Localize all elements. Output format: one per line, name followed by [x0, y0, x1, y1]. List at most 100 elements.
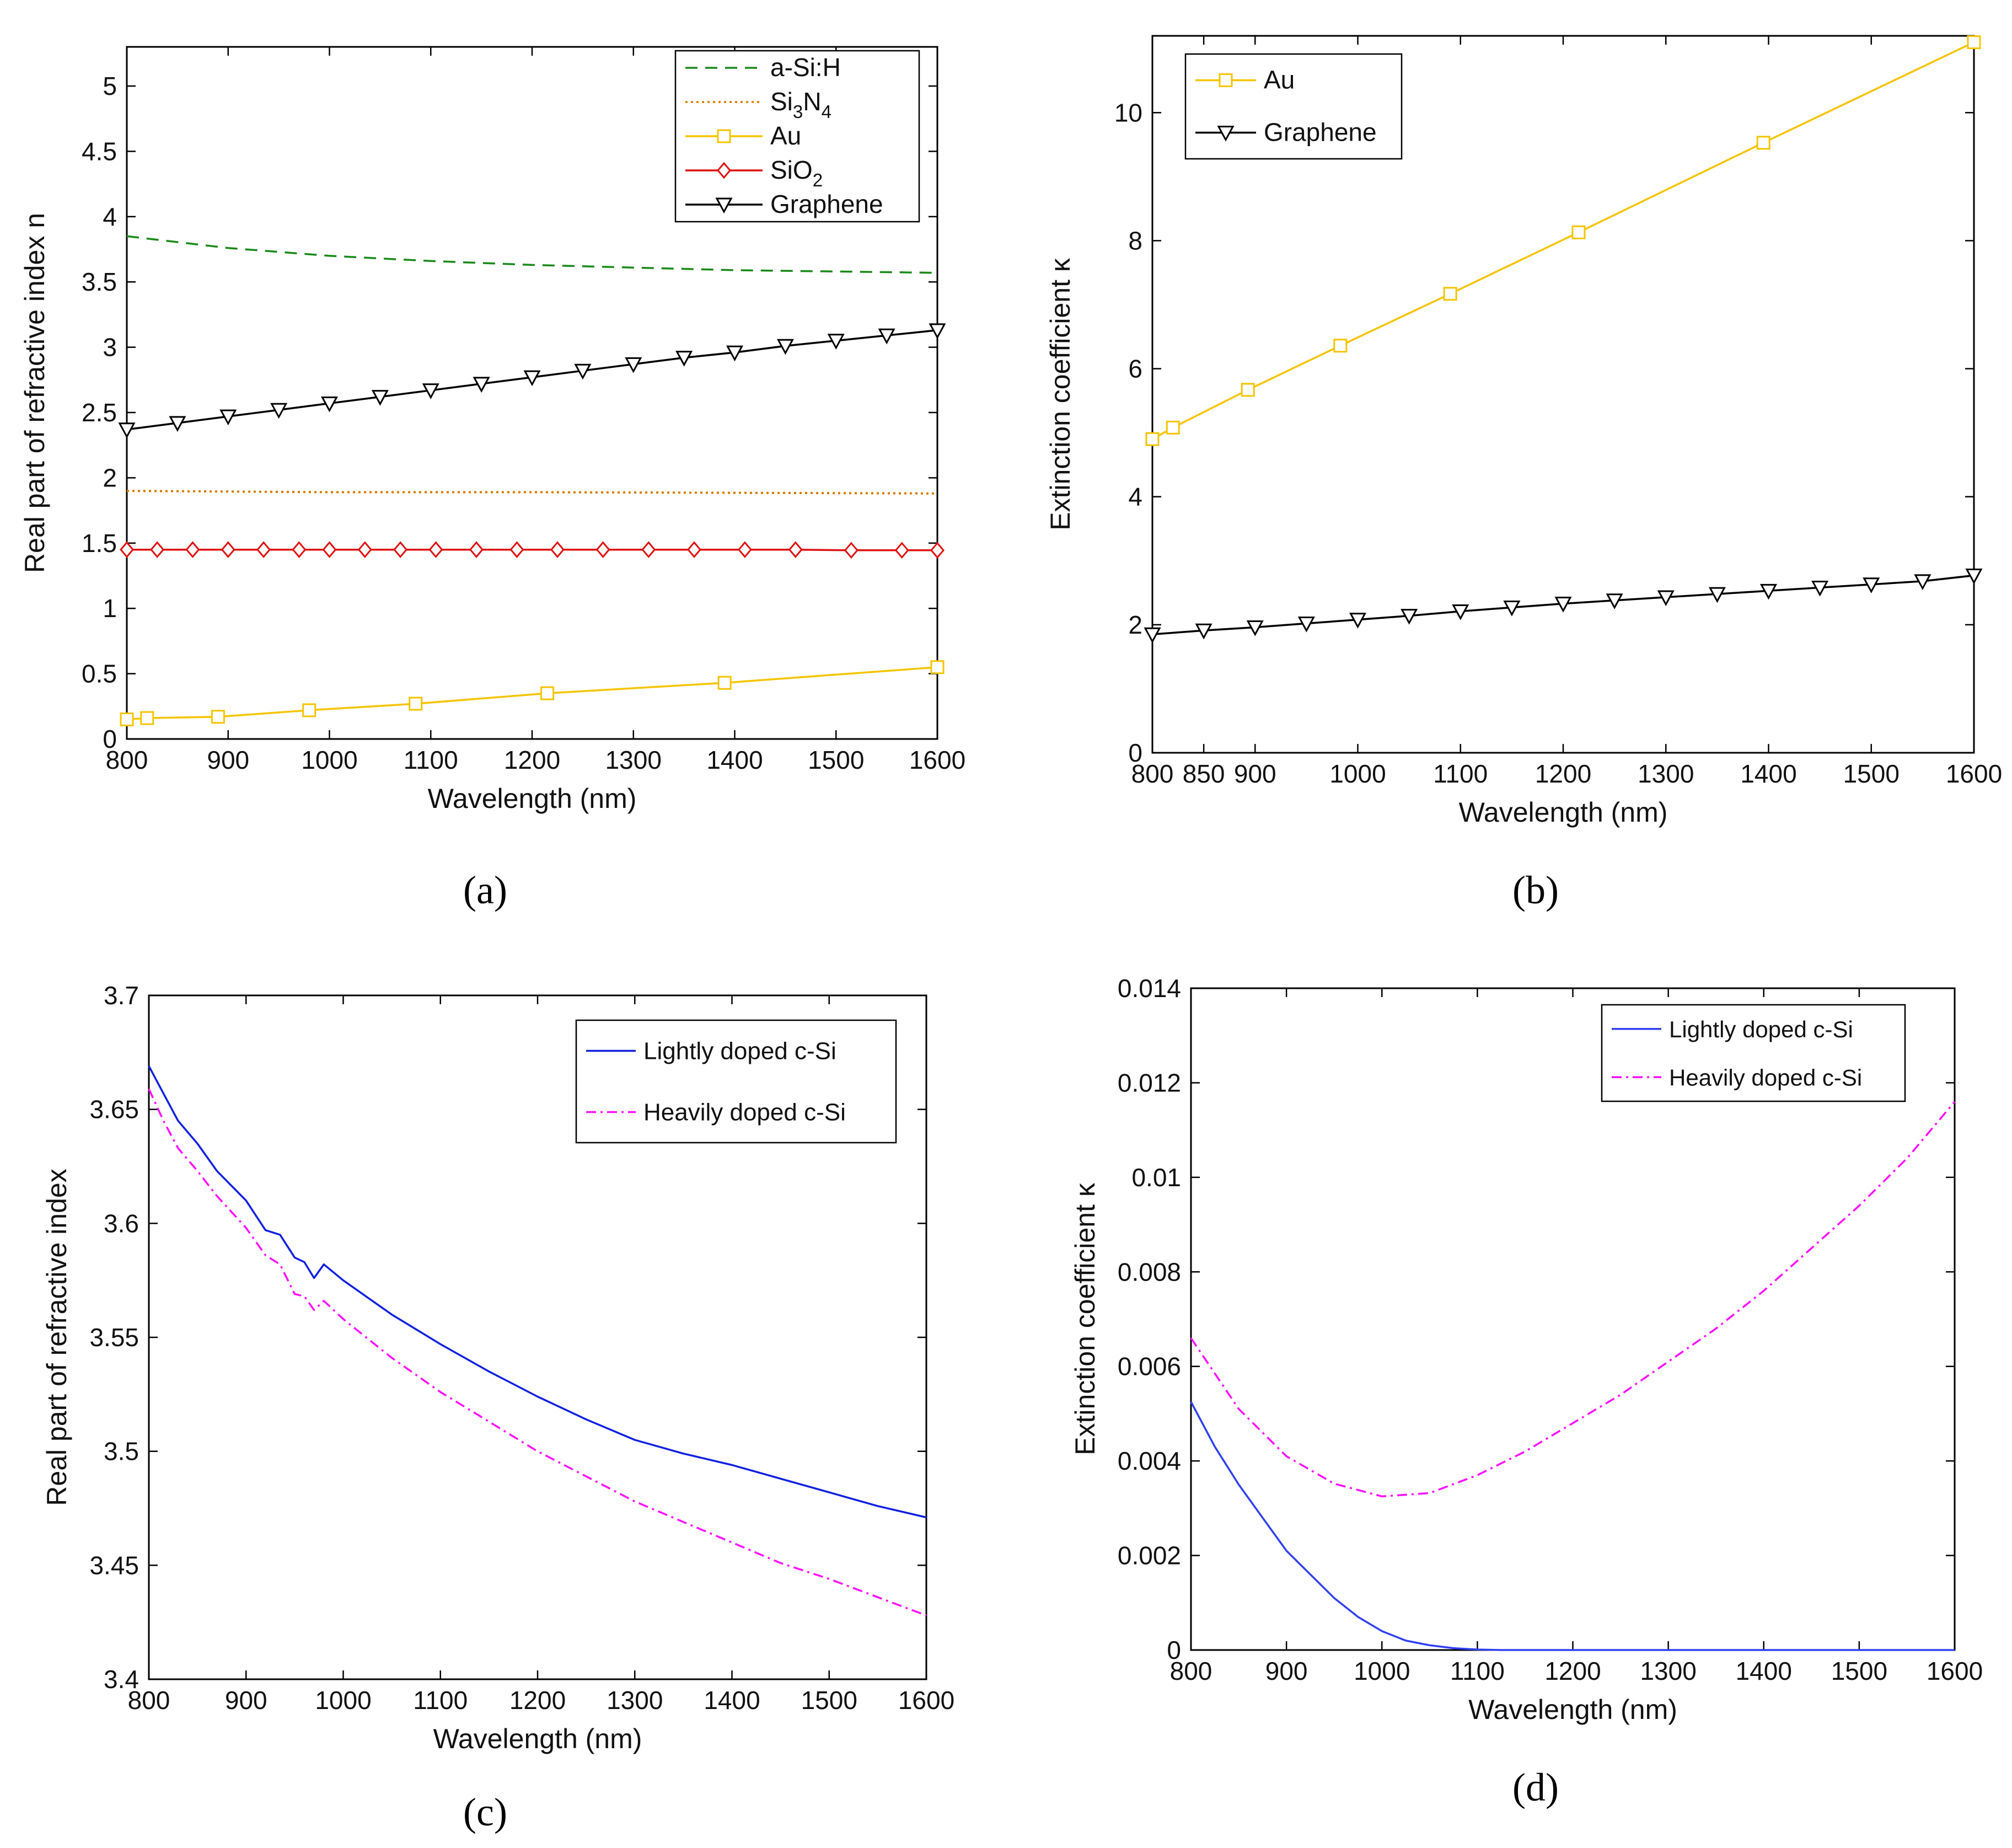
legend-box: [1184, 53, 1403, 160]
data-point-sio2: [322, 541, 337, 558]
data-point-sio2: [894, 542, 909, 559]
x-tick-label: 1000: [1354, 1657, 1410, 1685]
data-point-graphene: [1708, 587, 1726, 603]
y-tick-label: 3.7: [104, 981, 139, 1010]
y-tick-label: 8: [1128, 226, 1142, 255]
x-tick-label: 1600: [1927, 1657, 1983, 1685]
legend-label-lightly-doped-c-si: Lightly doped c-Si: [1669, 1016, 1853, 1042]
legend-marker-au: [1219, 73, 1233, 87]
data-point-graphene: [929, 323, 946, 339]
y-tick-label: 0: [103, 725, 117, 753]
x-tick-label: 1400: [1736, 1657, 1792, 1685]
data-point-sio2: [357, 541, 372, 558]
data-point-graphene: [1503, 601, 1521, 617]
series-sio2: [120, 541, 945, 559]
x-tick-label: 1100: [413, 1686, 468, 1715]
data-point-au: [1756, 136, 1770, 150]
chart-panel-4: 800 900 1000 1100 1200 1300 1400 1500 1600 0 0.002…: [1070, 974, 1983, 1809]
data-point-sio2: [737, 541, 752, 558]
data-point-au: [409, 697, 423, 711]
y-axis-label: Extinction coefficient κ: [1045, 258, 1076, 531]
y-tick-label: 3.4: [104, 1665, 139, 1694]
data-point-sio2: [550, 541, 565, 558]
x-tick-label: 1300: [1638, 759, 1694, 788]
x-axis-label: Wavelength (nm): [428, 783, 637, 814]
y-tick-label: 4.5: [82, 137, 117, 165]
data-point-graphene: [1349, 613, 1367, 629]
legend-label-au: Au: [770, 121, 801, 150]
data-point-graphene: [625, 357, 642, 373]
data-point-graphene: [878, 328, 895, 345]
series-a-si-h: [126, 235, 938, 274]
data-point-au: [1166, 420, 1180, 435]
series-lightly-doped-c-si: [1190, 1401, 1955, 1651]
y-axis-label: Real part of refractive index n: [19, 213, 50, 573]
data-point-graphene: [726, 345, 744, 362]
x-tick-label: 1000: [315, 1686, 371, 1715]
legend-label-a-si-h: a-Si:H: [770, 53, 841, 82]
data-point-sio2: [120, 541, 134, 558]
series-au: [1145, 35, 1981, 446]
y-tick-label: 1.5: [82, 529, 117, 558]
data-point-au: [1571, 225, 1586, 239]
series-line-heavily-doped-c-si: [1190, 1101, 1956, 1498]
legend-label-lightly-doped-c-si: Lightly doped c-Si: [643, 1038, 836, 1065]
data-point-sio2: [788, 541, 803, 558]
series-line-si3n4: [126, 490, 938, 495]
chart-panel-1: 800 900 1000 1100 1200 1300 1400 1500 1600 0 0.5 1 1…: [19, 46, 965, 912]
x-tick-label: 1200: [509, 1686, 566, 1715]
data-point-graphene: [169, 416, 186, 432]
x-tick-label: 1300: [1640, 1657, 1696, 1685]
y-tick-label: 5: [103, 72, 117, 100]
x-tick-label: 900: [225, 1686, 267, 1715]
x-tick-label: 1300: [605, 746, 662, 774]
x-tick-label: 1600: [909, 746, 965, 774]
y-tick-label: 10: [1114, 98, 1142, 127]
legend: Au Graphene: [1184, 53, 1403, 160]
x-tick-label: 800: [106, 746, 148, 774]
x-tick-label: 1100: [1450, 1657, 1505, 1685]
legend-marker-sio2: [717, 162, 731, 179]
data-point-graphene: [1863, 577, 1880, 593]
y-axis-label: Extinction coefficient κ: [1070, 1182, 1101, 1455]
series-heavily-doped-c-si: [1190, 1101, 1956, 1498]
data-point-graphene: [1195, 623, 1212, 640]
data-point-graphene: [1965, 568, 1983, 585]
data-point-graphene: [371, 390, 389, 406]
y-tick-label: 2: [103, 463, 117, 492]
legend: Lightly doped c-Si Heavily doped c-Si: [1601, 1004, 1906, 1102]
x-tick-label: 900: [1234, 759, 1276, 788]
x-tick-label: 1500: [1831, 1657, 1887, 1685]
y-tick-label: 3.45: [89, 1551, 139, 1579]
x-tick-label: 1100: [404, 746, 458, 774]
data-point-au: [1241, 383, 1255, 397]
panel-label: (b): [1512, 868, 1559, 912]
series-line-a-si-h: [126, 235, 938, 274]
data-point-sio2: [844, 542, 859, 559]
data-point-sio2: [509, 541, 524, 558]
data-point-graphene: [118, 422, 136, 438]
data-point-sio2: [185, 541, 200, 558]
data-point-au: [302, 703, 316, 717]
x-tick-label: 900: [1265, 1657, 1308, 1685]
x-tick-label: 1600: [898, 1686, 954, 1715]
y-tick-label: 3.5: [104, 1437, 139, 1466]
data-point-graphene: [574, 363, 592, 380]
x-tick-label: 1500: [801, 1686, 857, 1715]
panel-label: (c): [463, 1790, 507, 1834]
y-tick-label: 0.004: [1118, 1447, 1181, 1475]
data-point-sio2: [428, 541, 443, 558]
data-point-graphene: [1144, 627, 1161, 644]
data-point-graphene: [1554, 597, 1572, 613]
series-heavily-doped-c-si: [148, 1088, 927, 1616]
x-tick-label: 1500: [808, 746, 864, 774]
x-axis-label: Wavelength (nm): [1459, 797, 1668, 828]
x-tick-label: 1000: [301, 746, 357, 774]
data-point-graphene: [523, 370, 541, 387]
data-point-sio2: [393, 541, 408, 558]
legend-marker-graphene: [1217, 126, 1235, 142]
x-tick-label: 1600: [1946, 759, 2002, 788]
y-tick-label: 2.5: [82, 398, 117, 427]
y-tick-label: 0.014: [1118, 974, 1181, 1003]
